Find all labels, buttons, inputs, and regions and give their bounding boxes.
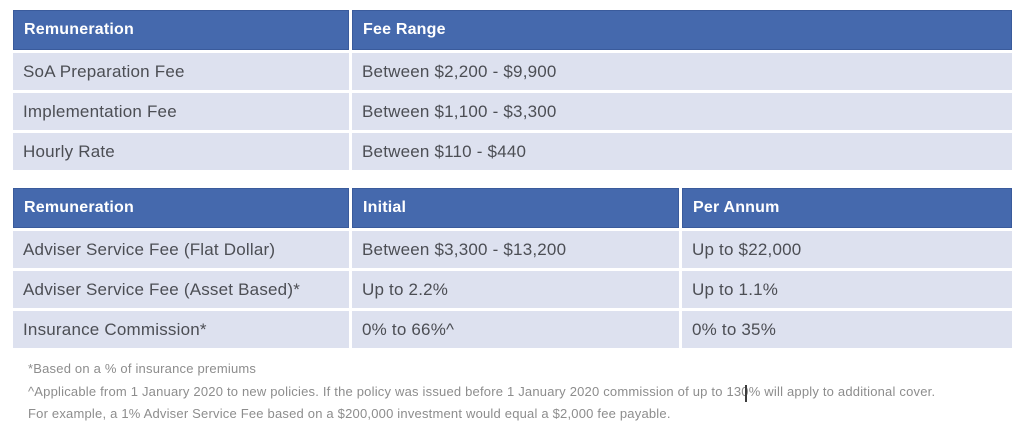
service-table-row-initial: Between $3,300 - $13,200 bbox=[352, 231, 679, 268]
footnote-insurance-premiums: *Based on a % of insurance premiums bbox=[28, 361, 257, 376]
fee-table-header-fee-range: Fee Range bbox=[352, 10, 1012, 50]
fee-table-header-remuneration: Remuneration bbox=[13, 10, 349, 50]
service-table-header-initial: Initial bbox=[352, 188, 679, 228]
service-fee-table: Remuneration Initial Per Annum Adviser S… bbox=[13, 188, 1012, 348]
fee-table-row-label: SoA Preparation Fee bbox=[13, 53, 349, 90]
service-table-row-initial: Up to 2.2% bbox=[352, 271, 679, 308]
fee-table-row-value: Between $1,100 - $3,300 bbox=[352, 93, 1012, 130]
service-table-row-per-annum: Up to $22,000 bbox=[682, 231, 1012, 268]
footnote-commission-policy: ^Applicable from 1 January 2020 to new p… bbox=[28, 384, 936, 399]
fee-table-row-value: Between $110 - $440 bbox=[352, 133, 1012, 170]
text-cursor bbox=[745, 385, 747, 402]
service-table-row-per-annum: 0% to 35% bbox=[682, 311, 1012, 348]
fee-table-row-label: Hourly Rate bbox=[13, 133, 349, 170]
service-table-row-label: Adviser Service Fee (Asset Based)* bbox=[13, 271, 349, 308]
fee-range-table: Remuneration Fee Range SoA Preparation F… bbox=[13, 10, 1012, 170]
fee-table-row-label: Implementation Fee bbox=[13, 93, 349, 130]
service-table-row-label: Insurance Commission* bbox=[13, 311, 349, 348]
service-table-row-per-annum: Up to 1.1% bbox=[682, 271, 1012, 308]
fee-table-row-value: Between $2,200 - $9,900 bbox=[352, 53, 1012, 90]
service-table-row-label: Adviser Service Fee (Flat Dollar) bbox=[13, 231, 349, 268]
service-table-header-remuneration: Remuneration bbox=[13, 188, 349, 228]
service-table-header-per-annum: Per Annum bbox=[682, 188, 1012, 228]
footnote-fee-example: For example, a 1% Adviser Service Fee ba… bbox=[28, 406, 671, 421]
service-table-row-initial: 0% to 66%^ bbox=[352, 311, 679, 348]
